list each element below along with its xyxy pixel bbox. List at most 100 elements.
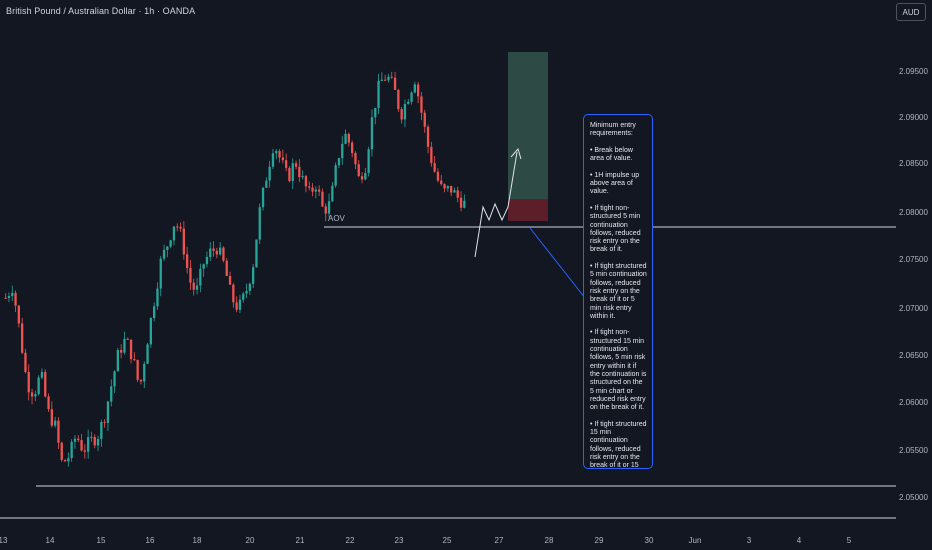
candle-body	[156, 288, 159, 307]
candle-body	[354, 153, 357, 165]
candle-body	[83, 450, 87, 452]
candle-body	[73, 438, 77, 442]
price-tick-label: 2.07000	[899, 304, 928, 313]
candle-body	[334, 165, 337, 186]
candle-body	[143, 363, 146, 382]
candle-body	[423, 112, 426, 127]
currency-button[interactable]: AUD	[896, 3, 926, 21]
projected-path-arrow[interactable]	[474, 151, 518, 258]
candle-body	[169, 240, 172, 247]
candle-body	[331, 185, 334, 202]
candlestick-series	[4, 71, 466, 467]
price-tick-label: 2.05000	[899, 493, 928, 502]
time-tick-label: 13	[0, 536, 8, 545]
candle-body	[265, 180, 268, 188]
candle-body	[113, 371, 116, 387]
candle-body	[17, 305, 21, 324]
candle-body	[57, 420, 60, 443]
candle-body	[403, 103, 407, 120]
candle-body	[119, 350, 123, 353]
candle-body	[215, 250, 219, 255]
time-tick-label: 16	[146, 536, 155, 545]
note-line: • If tight structured 5 min continuation…	[590, 263, 647, 320]
candle-body	[172, 226, 176, 241]
candle-body	[324, 206, 327, 214]
time-tick-label: 20	[246, 536, 255, 545]
candle-body	[347, 133, 351, 143]
time-tick-label: 4	[797, 536, 802, 545]
candle-body	[136, 359, 139, 380]
candle-body	[291, 163, 294, 182]
candle-body	[106, 401, 110, 423]
candle-body	[271, 153, 275, 167]
candle-body	[440, 180, 443, 185]
candle-body	[453, 190, 456, 193]
candle-body	[110, 386, 113, 402]
candle-body	[456, 190, 459, 198]
note-line: • 1H impulse up above area of value.	[590, 171, 640, 196]
candle-body	[60, 442, 63, 460]
price-tick-label: 2.09000	[899, 113, 928, 122]
candle-body	[166, 246, 169, 250]
entry-requirements-note[interactable]: Minimum entry requirements: • Break below…	[583, 114, 653, 469]
price-tick-label: 2.09500	[899, 67, 928, 76]
time-tick-label: 27	[495, 536, 504, 545]
price-tick-label: 2.06000	[899, 398, 928, 407]
candle-body	[337, 158, 341, 166]
note-pointer-line	[529, 227, 586, 299]
candle-body	[308, 186, 311, 188]
time-tick-label: 30	[645, 536, 654, 545]
price-axis[interactable]: 2.09500 2.09000 2.08500 2.08000 2.07500 2.070…	[899, 67, 928, 502]
time-tick-label: 22	[346, 536, 355, 545]
candle-body	[426, 126, 430, 147]
candle-body	[139, 379, 143, 382]
candle-body	[344, 133, 347, 144]
price-tick-label: 2.06500	[899, 351, 928, 360]
candle-body	[14, 292, 17, 306]
candle-body	[100, 421, 103, 439]
time-axis[interactable]: 13 14 15 16 18 20 21 22 23 25 27 28 29 30 Jun 3 4 5	[0, 536, 852, 545]
time-tick-label: 3	[747, 536, 752, 545]
candle-body	[4, 297, 7, 299]
time-tick-label: Jun	[689, 536, 702, 545]
candle-body	[410, 92, 413, 102]
candle-body	[228, 275, 232, 285]
candle-body	[152, 306, 156, 319]
candle-body	[449, 185, 453, 193]
candle-body	[70, 441, 73, 459]
candle-body	[96, 438, 100, 446]
stop-zone[interactable]	[508, 199, 548, 221]
note-line: • If tight non-structured 15 min continu…	[590, 329, 647, 412]
candle-body	[67, 458, 70, 462]
candle-body	[80, 440, 83, 451]
price-tick-label: 2.05500	[899, 446, 928, 455]
candle-body	[443, 184, 446, 189]
candle-body	[225, 260, 228, 276]
candle-body	[34, 394, 37, 397]
price-tick-label: 2.07500	[899, 255, 928, 264]
candle-body	[195, 285, 199, 290]
candle-body	[278, 151, 281, 158]
candle-body	[367, 149, 370, 173]
note-line: • Break below area of value.	[590, 146, 633, 163]
candle-body	[242, 293, 245, 300]
candle-body	[304, 176, 308, 187]
time-tick-label: 18	[193, 536, 202, 545]
candle-body	[53, 420, 57, 426]
time-tick-label: 15	[97, 536, 106, 545]
candle-body	[179, 226, 182, 229]
note-line: Minimum entry requirements:	[590, 122, 636, 138]
candle-body	[298, 166, 301, 178]
price-tick-label: 2.08000	[899, 208, 928, 217]
candle-body	[129, 339, 133, 360]
time-tick-label: 14	[46, 536, 55, 545]
candle-body	[413, 84, 417, 93]
candle-body	[390, 76, 393, 78]
candle-body	[116, 350, 120, 372]
aov-level-label: AOV	[328, 214, 346, 223]
candle-body	[446, 185, 450, 189]
candle-body	[436, 171, 440, 181]
candle-body	[212, 248, 215, 251]
target-zone[interactable]	[508, 52, 548, 199]
